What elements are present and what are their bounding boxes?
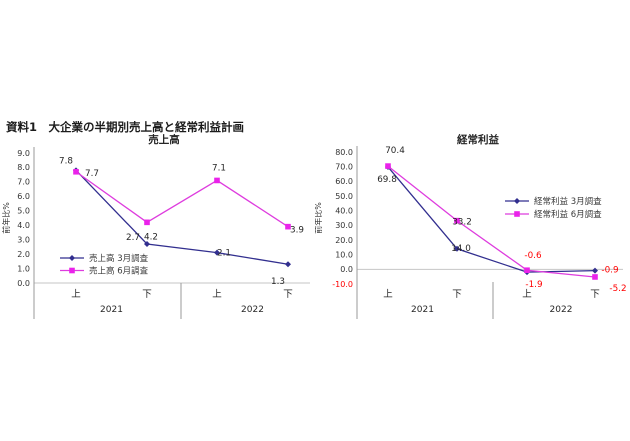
data-point-marker-march	[454, 245, 460, 252]
y-tick-label: 10.0	[335, 250, 353, 259]
data-point-marker-june	[144, 219, 150, 226]
category-label: 上	[212, 289, 222, 300]
y-tick-label: 0.0	[340, 265, 353, 274]
y-tick-label: 5.0	[17, 207, 30, 216]
data-label: 2.7	[126, 233, 140, 243]
data-point-marker-march	[214, 249, 220, 256]
y-tick-label: -10.0	[332, 280, 353, 289]
data-label: 2.1	[217, 249, 231, 259]
legend-label: 経常利益 3月調査	[534, 196, 602, 207]
category-label: 下	[283, 289, 293, 300]
data-point-marker-march	[144, 241, 150, 247]
data-label: 1.3	[271, 277, 285, 287]
data-point-marker-june	[73, 168, 79, 175]
data-label: 33.2	[452, 218, 472, 228]
category-label: 下	[452, 289, 462, 300]
y-tick-label: 40.0	[335, 206, 353, 215]
series-line-march	[75, 169, 289, 265]
sales-chart: 9.0 8.0 7.0 6.0 5.0 4.0 3.0 2.0 1.0 0.0 上 下 上 下 2021 20…	[1, 133, 310, 319]
year-label: 2022	[241, 305, 264, 315]
y-axis-title: 前年比%	[1, 202, 11, 234]
category-label: 上	[522, 289, 532, 300]
y-tick-label: 70.0	[335, 162, 353, 171]
data-point-marker-march	[592, 267, 598, 274]
y-tick-label: 30.0	[335, 221, 353, 230]
y-tick-label: 0.0	[17, 279, 30, 288]
data-label: 3.9	[290, 226, 304, 236]
y-tick-label: 20.0	[335, 236, 353, 245]
series-line-march	[387, 166, 596, 273]
y-tick-label: 6.0	[17, 192, 30, 201]
chart-title: 経常利益	[457, 133, 499, 146]
data-point-marker-june	[385, 163, 391, 169]
category-label: 上	[71, 289, 81, 300]
legend-marker-june	[514, 211, 520, 217]
legend-marker-march	[514, 198, 520, 204]
y-axis-title: 前年比%	[315, 202, 323, 234]
legend-label: 売上高 3月調査	[89, 253, 149, 264]
y-tick-label: 2.0	[17, 250, 30, 259]
data-label: -0.9	[601, 266, 618, 276]
data-label: -1.9	[525, 280, 542, 290]
category-label: 上	[383, 289, 393, 300]
data-label: 70.4	[385, 146, 405, 156]
data-point-marker-june	[454, 217, 460, 224]
data-label: -0.6	[524, 251, 542, 261]
data-label: 14.0	[451, 244, 471, 254]
data-label: 4.2	[144, 232, 158, 242]
y-tick-label: 80.0	[335, 148, 353, 157]
legend-marker-march	[69, 255, 75, 261]
y-tick-label: 3.0	[17, 235, 30, 244]
category-label: 下	[590, 289, 600, 300]
y-tick-label: 4.0	[17, 221, 30, 230]
profit-chart: 80.0 70.0 60.0 50.0 40.0 30.0 20.0 10.0 0.0 -10.0…	[315, 133, 627, 319]
data-label: -5.2	[609, 284, 626, 294]
category-label: 下	[142, 289, 152, 300]
year-label: 2021	[100, 305, 123, 315]
data-label: 7.7	[85, 169, 99, 179]
series-line-june	[387, 165, 596, 278]
data-label: 7.1	[212, 163, 226, 173]
y-tick-label: 9.0	[17, 149, 30, 158]
y-tick-label: 1.0	[17, 264, 30, 273]
y-tick-label: 60.0	[335, 177, 353, 186]
year-label: 2021	[411, 305, 434, 315]
data-label: 7.8	[59, 156, 73, 166]
series-line-june	[75, 171, 289, 228]
data-label: 69.8	[377, 175, 397, 185]
y-tick-label: 7.0	[17, 178, 30, 187]
legend-marker-june	[69, 267, 75, 274]
figure-title: 資料1 大企業の半期別売上高と経常利益計画	[6, 120, 244, 134]
legend-label: 経常利益 6月調査	[534, 209, 602, 220]
y-tick-label: 8.0	[17, 163, 30, 172]
legend-label: 売上高 6月調査	[89, 266, 149, 277]
y-tick-label: 50.0	[335, 192, 353, 201]
data-point-marker-june	[592, 274, 598, 280]
year-label: 2022	[550, 305, 573, 315]
data-point-marker-june	[214, 177, 220, 184]
data-point-marker-june	[524, 267, 530, 274]
data-point-marker-march	[285, 261, 291, 268]
data-point-marker-june	[285, 223, 291, 230]
chart-title: 売上高	[148, 133, 180, 146]
